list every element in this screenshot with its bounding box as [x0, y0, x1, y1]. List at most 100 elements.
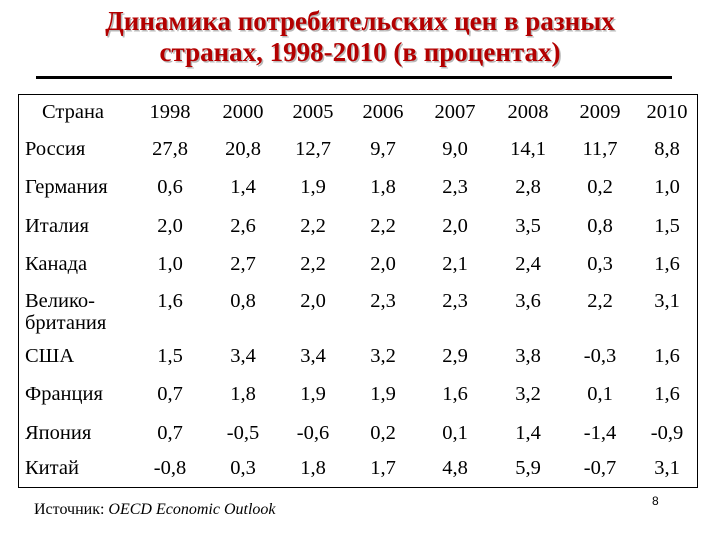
table-cell: 2,0: [157, 215, 183, 237]
table-cell: 20,8: [225, 138, 261, 160]
table-cell: 2,4: [515, 253, 541, 275]
table-cell: 3,1: [654, 457, 680, 479]
column-header-year: 2005: [292, 101, 334, 123]
table-cell: 0,1: [442, 422, 468, 444]
table-cell: 1,9: [300, 383, 326, 405]
column-header-year: 2009: [579, 101, 621, 123]
table-cell: 1,6: [654, 345, 680, 367]
table-cell: 0,7: [157, 383, 183, 405]
row-country-label: Германия: [25, 176, 108, 198]
table-cell: 3,6: [515, 290, 541, 312]
table-cell: 27,8: [152, 138, 188, 160]
column-header-year: 2000: [222, 101, 264, 123]
table-cell: 3,5: [515, 215, 541, 237]
table-cell: 0,6: [157, 176, 183, 198]
source-text: OECD Economic Outlook: [108, 501, 276, 518]
table-cell: 3,4: [300, 345, 326, 367]
table-cell: 2,2: [370, 215, 396, 237]
row-country-label: Япония: [25, 422, 92, 444]
row-country-label: США: [25, 345, 75, 367]
table-cell: 2,3: [442, 176, 468, 198]
cpi-table: Страна 1998 2000 2005 2006 2007 2008 200…: [18, 94, 698, 488]
table-cell: 9,0: [442, 138, 468, 160]
title-divider: [36, 76, 672, 79]
table-cell: 1,7: [370, 457, 396, 479]
row-country-label: Китай: [25, 457, 79, 479]
table-cell: 1,6: [654, 253, 680, 275]
table-cell: 14,1: [510, 138, 546, 160]
table-cell: 2,0: [300, 290, 326, 312]
table-cell: 0,7: [157, 422, 183, 444]
table-cell: -0,5: [226, 422, 260, 444]
table-cell: 2,2: [300, 253, 326, 275]
table-cell: 1,8: [300, 457, 326, 479]
table-cell: 11,7: [582, 138, 618, 160]
table-cell: 1,9: [370, 383, 396, 405]
table-cell: 5,9: [515, 457, 541, 479]
table-cell: 12,7: [295, 138, 331, 160]
table-cell: 1,6: [442, 383, 468, 405]
slide-title: Динамика потребительских цен в разных ст…: [0, 6, 720, 68]
row-country-label: Италия: [25, 215, 89, 237]
table-cell: 0,8: [587, 215, 613, 237]
page-number: 8: [652, 494, 659, 508]
slide-title-line-1: Динамика потребительских цен в разных: [105, 6, 615, 36]
table-cell: 8,8: [654, 138, 680, 160]
table-cell: 0,1: [587, 383, 613, 405]
table-cell: 2,0: [442, 215, 468, 237]
table-cell: -1,4: [583, 422, 617, 444]
column-header-year: 2008: [507, 101, 549, 123]
table-cell: 1,8: [230, 383, 256, 405]
table-cell: 1,0: [157, 253, 183, 275]
table-cell: 1,6: [157, 290, 183, 312]
table-cell: 0,3: [587, 253, 613, 275]
table-cell: 0,2: [587, 176, 613, 198]
table-cell: 1,8: [370, 176, 396, 198]
table-cell: 1,5: [654, 215, 680, 237]
table-cell: 2,0: [370, 253, 396, 275]
column-header-year: 1998: [149, 101, 191, 123]
column-header-year: 2006: [362, 101, 404, 123]
table-cell: 2,8: [515, 176, 541, 198]
table-cell: 0,8: [230, 290, 256, 312]
table-cell: 2,2: [300, 215, 326, 237]
row-country-label-line-2: британия: [25, 312, 107, 334]
table-cell: 1,4: [230, 176, 256, 198]
column-header-country: Страна: [42, 101, 105, 123]
table-cell: 3,8: [515, 345, 541, 367]
row-country-label: Франция: [25, 383, 103, 405]
table-cell: 3,2: [515, 383, 541, 405]
table-cell: 2,6: [230, 215, 256, 237]
row-country-label-line-1: Велико-: [25, 290, 95, 312]
table-cell: 3,4: [230, 345, 256, 367]
table-cell: 1,4: [515, 422, 541, 444]
table-cell: 0,3: [230, 457, 256, 479]
source-label: Источник:: [34, 501, 105, 518]
table-cell: 1,5: [157, 345, 183, 367]
table-cell: 2,9: [442, 345, 468, 367]
row-country-label: Канада: [25, 253, 88, 275]
table-cell: -0,8: [153, 457, 187, 479]
table-cell: 2,7: [230, 253, 256, 275]
source-note: Источник: OECD Economic Outlook: [34, 501, 276, 519]
row-country-label: Россия: [25, 138, 86, 160]
table-cell: -0,6: [296, 422, 330, 444]
table-cell: 1,9: [300, 176, 326, 198]
table-cell: 2,3: [442, 290, 468, 312]
table-cell: 3,1: [654, 290, 680, 312]
table-cell: 2,1: [442, 253, 468, 275]
table-cell: 1,0: [654, 176, 680, 198]
table-cell: -0,9: [650, 422, 684, 444]
table-cell: 1,6: [654, 383, 680, 405]
table-cell: -0,7: [583, 457, 617, 479]
table-cell: 4,8: [442, 457, 468, 479]
table-cell: 2,2: [587, 290, 613, 312]
table-cell: 3,2: [370, 345, 396, 367]
slide-title-line-2: странах, 1998-2010 (в процентах): [159, 37, 561, 67]
table-cell: -0,3: [583, 345, 617, 367]
table-cell: 2,3: [370, 290, 396, 312]
table-cell: 9,7: [370, 138, 396, 160]
column-header-year: 2010: [646, 101, 688, 123]
table-cell: 0,2: [370, 422, 396, 444]
column-header-year: 2007: [434, 101, 476, 123]
